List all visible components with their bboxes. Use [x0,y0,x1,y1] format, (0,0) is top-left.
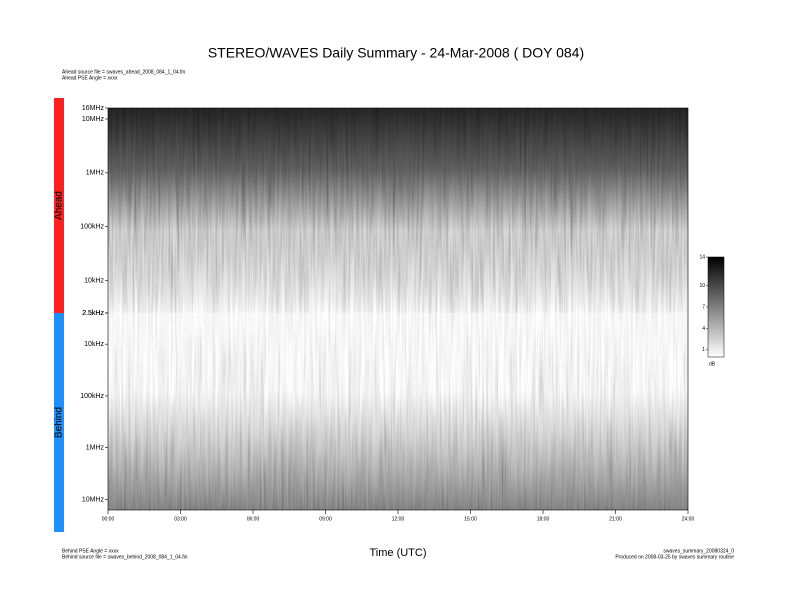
y-tick-label: 10kHz [84,341,104,348]
x-tick-label: 06:00 [247,516,260,522]
spacecraft-label: Behind [54,407,65,438]
x-tick-label: 18:00 [537,516,550,522]
x-tick-label: 21:00 [609,516,622,522]
colorbar-tick-label: 7 [702,304,705,310]
note: Behind source file = swaves_behind_2008_… [62,554,188,560]
x-tick-label: 03:00 [174,516,187,522]
note: Ahead source file = swaves_ahead_2008_08… [62,69,186,75]
note: Ahead PSE Angle = xxxx [62,75,118,81]
x-axis-label: Time (UTC) [369,547,426,559]
x-tick-label: 15:00 [464,516,477,522]
x-tick-label: 24:00 [682,516,695,522]
note: swaves_summary_20080324_0 [663,548,734,554]
y-tick-label: 10MHz [82,496,105,503]
y-tick-label: 16MHz [82,105,105,112]
colorbar-tick-label: 10 [699,283,705,289]
chart-title: STEREO/WAVES Daily Summary - 24-Mar-2008… [208,45,584,61]
y-tick-label: 2.5kHz [82,310,104,317]
spacecraft-bar [54,98,64,313]
note: Produced on 2008-03-25 by swaves summary… [615,554,734,560]
note: Behind PSE Angle = xxxx [62,548,119,554]
colorbar-tick-label: 1 [702,347,705,353]
y-tick-label: 100kHz [80,393,104,400]
y-tick-label: 1MHz [86,445,105,452]
colorbar [707,256,725,358]
spectrogram-shade [108,313,688,510]
x-tick-label: 12:00 [392,516,405,522]
colorbar-label: dB [709,361,716,367]
y-tick-label: 10kHz [84,277,104,284]
x-tick-label: 00:00 [102,516,115,522]
spacecraft-bar [54,313,64,532]
colorbar-tick-label: 14 [699,254,705,260]
y-tick-label: 10MHz [82,116,105,123]
y-tick-label: 2.5kHz [82,310,104,317]
y-tick-label: 1MHz [86,170,105,177]
spacecraft-label: Ahead [54,191,65,220]
x-tick-label: 09:00 [319,516,332,522]
spectrogram-shade [108,108,688,313]
colorbar-tick-label: 4 [702,326,705,332]
y-tick-label: 100kHz [80,224,104,231]
